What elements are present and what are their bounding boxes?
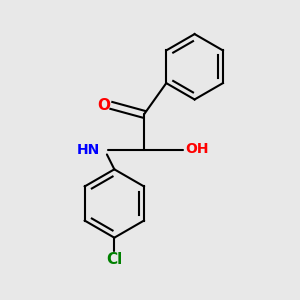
Text: OH: OH bbox=[185, 142, 208, 156]
Text: HN: HN bbox=[77, 143, 100, 157]
Text: O: O bbox=[98, 98, 110, 113]
Text: Cl: Cl bbox=[106, 252, 122, 267]
